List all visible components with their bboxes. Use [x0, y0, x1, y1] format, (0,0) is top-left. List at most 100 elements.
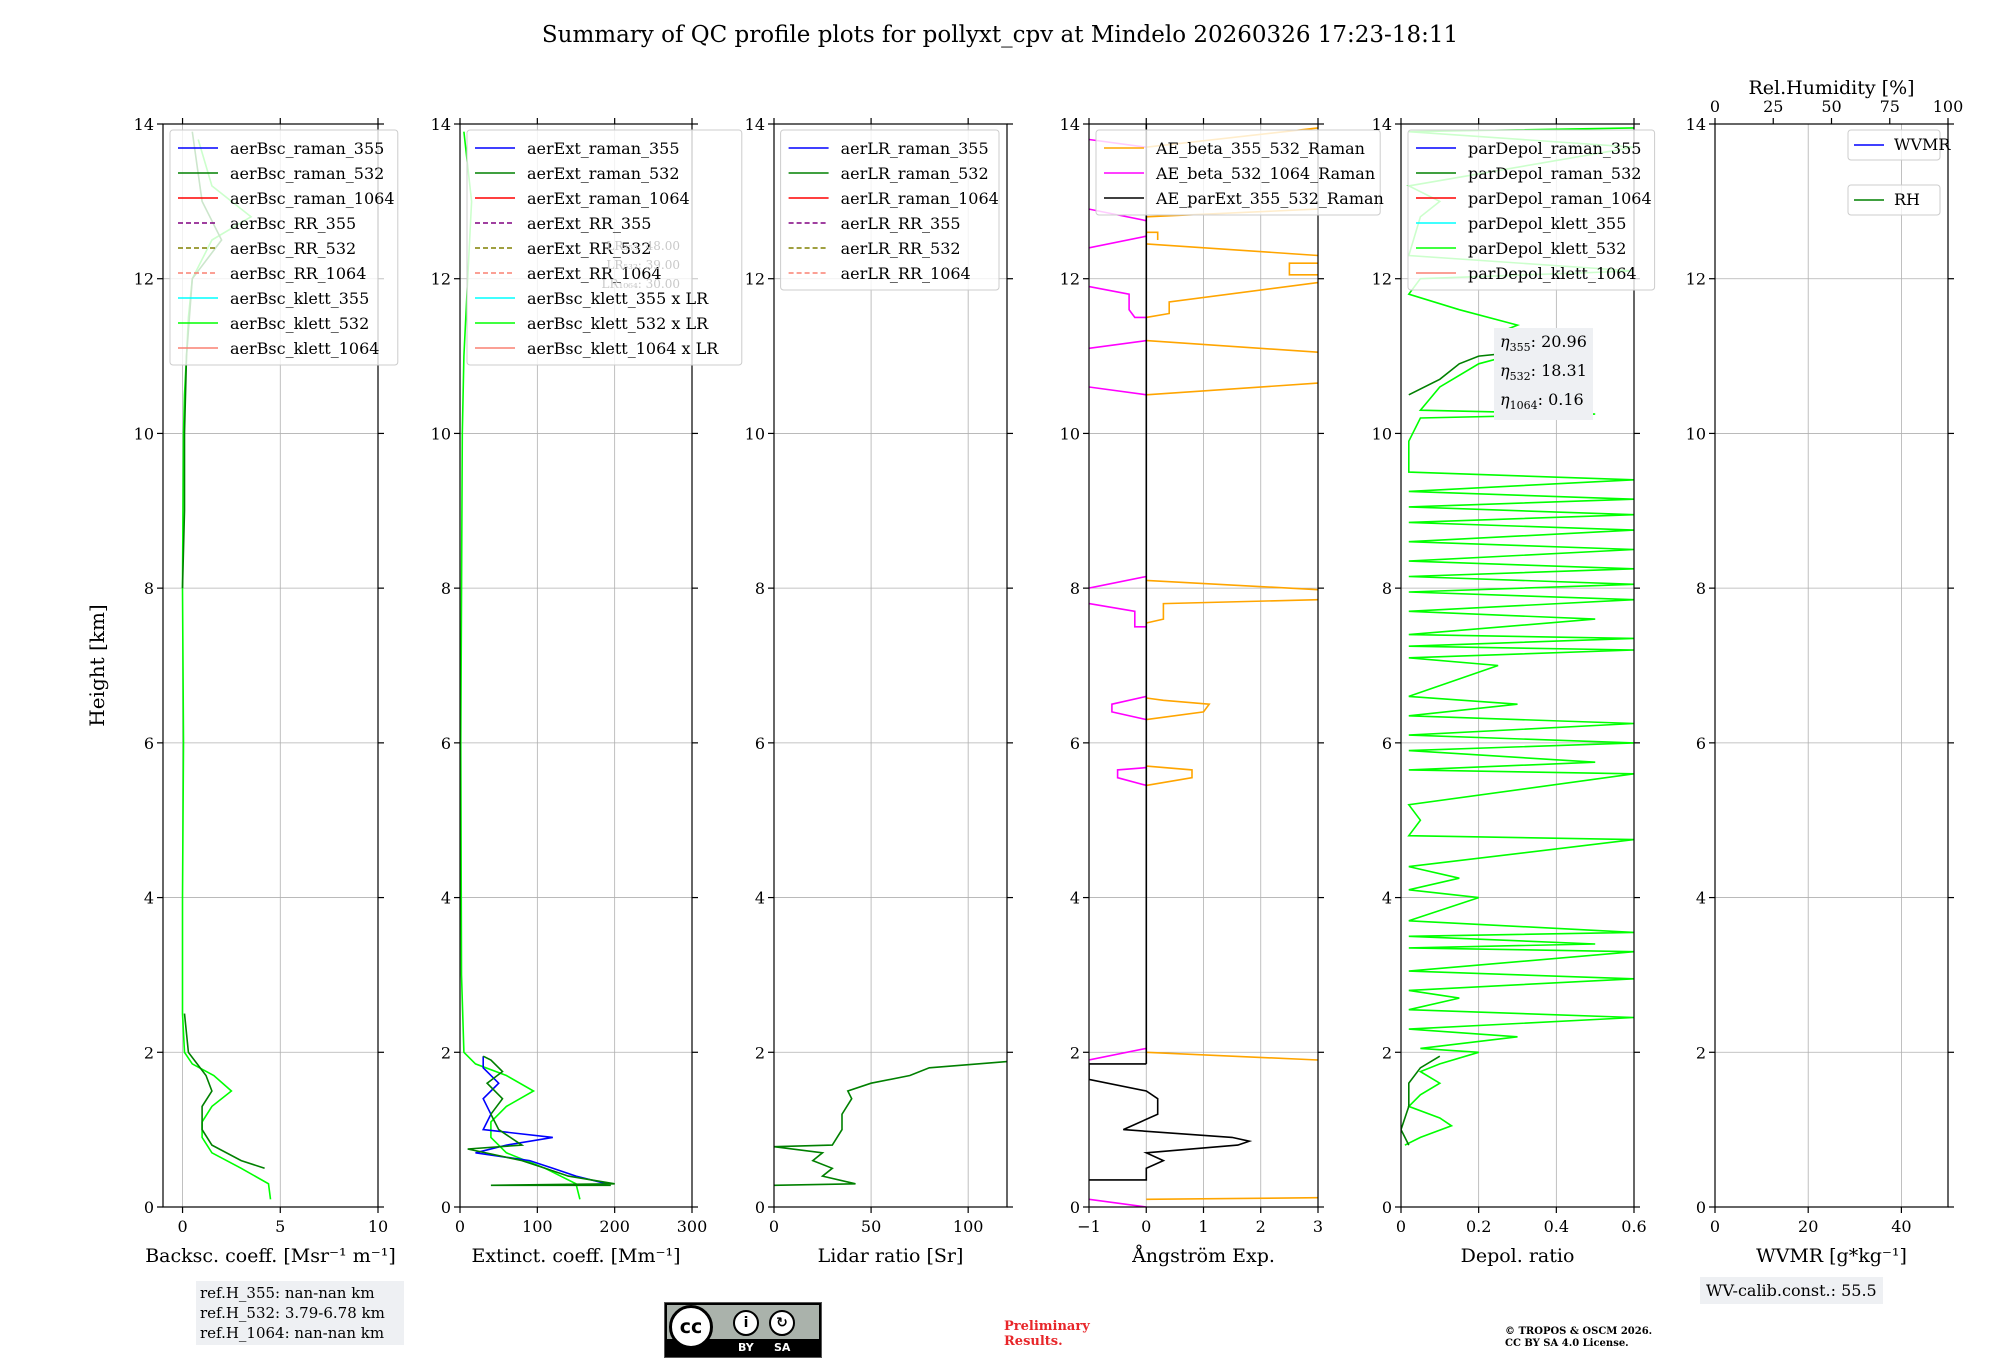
lidar-ratio-note: LR₅₃₂: 39.00: [606, 258, 680, 272]
y-tick-label: 14: [1686, 115, 1706, 134]
x-tick-label: 40: [1891, 1217, 1911, 1236]
top-axis-label: Rel.Humidity [%]: [1748, 77, 1914, 99]
y-tick-label: 10: [134, 424, 154, 443]
legend-label: parDepol_klett_355: [1468, 214, 1626, 233]
legend-box: [1847, 129, 1941, 161]
legend-label: aerBsc_klett_532: [230, 314, 369, 333]
y-tick-label: 14: [745, 115, 765, 134]
y-tick-label: 4: [1696, 889, 1706, 908]
series-AE_beta_mag_e: [1111, 695, 1147, 721]
y-tick-label: 8: [441, 579, 451, 598]
x-tick-label: 300: [677, 1217, 708, 1236]
series-AE_beta_orange_h: [1146, 339, 1318, 353]
legend-box: [1847, 184, 1941, 216]
legend-label: AE_beta_355_532_Raman: [1155, 139, 1365, 158]
legend-label: parDepol_klett_1064: [1468, 264, 1637, 283]
x-axis-label: Ångström Exp.: [1131, 1245, 1275, 1267]
series-AE_beta_orange_f: [1146, 765, 1193, 787]
x-tick-label: 0: [1141, 1217, 1151, 1236]
series-aerExt_raman_355: [475, 1056, 608, 1185]
legend-label: aerLR_RR_355: [841, 214, 961, 233]
x-axis-label: Extinct. coeff. [Mm⁻¹]: [471, 1245, 680, 1267]
panel-lidar_ratio: 0 2 4 6 8 10 12 14 0 50 100 Lidar ratio [Sr] aerLR_r…: [745, 115, 1013, 1267]
legend-label: parDepol_klett_532: [1468, 239, 1626, 258]
y-tick-label: 12: [134, 270, 154, 289]
series-AE_beta_orange_i: [1146, 281, 1318, 319]
x-tick-label: 0: [177, 1217, 187, 1236]
series-AE_beta_orange_k: [1146, 231, 1159, 240]
series-AE_beta_orange_a: [1146, 1196, 1318, 1201]
series-AE_beta_orange_d: [1146, 579, 1318, 591]
legend-label: RH: [1894, 190, 1920, 209]
y-tick-label: 14: [431, 115, 451, 134]
reference-height-box: ref.H_355: nan-nan km ref.H_532: 3.79-6.…: [196, 1281, 404, 1345]
series-aerBsc_raman_532: [183, 1013, 265, 1170]
y-tick-label: 4: [1070, 889, 1080, 908]
y-tick-label: 4: [441, 889, 451, 908]
legend-label: aerBsc_RR_355: [230, 214, 356, 233]
series-AE_beta_mag_h: [1089, 339, 1147, 350]
panel-extinction: 0 2 4 6 8 10 12 14 0 100 200 300 Extinct. coeff. [Mm…: [431, 115, 743, 1267]
legend-box: [169, 129, 399, 366]
y-tick-label: 4: [755, 889, 765, 908]
x-tick-label: 0: [1396, 1217, 1406, 1236]
series-parDepol_klett_532: [1404, 127, 1634, 1146]
panel-backscatter: 0 2 4 6 8 10 12 14 0 5 10 Backsc. coeff. [Msr⁻¹ m⁻¹…: [134, 115, 399, 1267]
series-aerLR_raman_532: [774, 1060, 1007, 1187]
y-tick-label: 0: [1696, 1198, 1706, 1217]
wv-calibration-constant: WV-calib.const.: 55.5: [1700, 1277, 1883, 1304]
legend-label: aerBsc_RR_1064: [230, 264, 366, 283]
copyright-note: © TROPOS & OSCM 2026. CC BY SA 4.0 Licen…: [1505, 1326, 1653, 1349]
eta-box: η355: 20.96 η532: 18.31 η1064: 0.16: [1494, 328, 1593, 420]
y-tick-label: 14: [134, 115, 154, 134]
ref-height-532: ref.H_532: 3.79-6.78 km: [200, 1304, 385, 1322]
series-aerBsc_klett_532 x LR: [460, 131, 581, 1200]
y-tick-label: 0: [144, 1198, 154, 1217]
legend-label: aerBsc_klett_355: [230, 289, 369, 308]
legend-label: aerBsc_raman_532: [230, 164, 384, 183]
legend-label: aerBsc_klett_1064 x LR: [527, 339, 719, 358]
legend-box: [780, 129, 1000, 291]
y-axis-label: Height [km]: [85, 604, 109, 726]
eta-532: η532: 18.31: [1500, 361, 1587, 384]
x-tick-label: 5: [275, 1217, 285, 1236]
x-tick-label: 10: [368, 1217, 388, 1236]
x-tick-label: 1: [1198, 1217, 1208, 1236]
series-AE_beta_orange_e: [1146, 697, 1211, 721]
y-tick-label: 14: [1060, 115, 1080, 134]
y-tick-label: 8: [144, 579, 154, 598]
cc-by-sa-badge: cc i ↻ BY SA: [664, 1302, 822, 1358]
legend-label: aerExt_raman_355: [527, 139, 680, 158]
x-tick-label: 100: [522, 1217, 553, 1236]
y-tick-label: 10: [431, 424, 451, 443]
series-parDepol_raman_532_upper: [1408, 351, 1518, 396]
preliminary-note: Preliminary Results.: [1004, 1319, 1090, 1349]
legend-label: parDepol_raman_532: [1468, 164, 1641, 183]
y-tick-label: 12: [1372, 270, 1392, 289]
series-AE_beta_mag_j: [1089, 235, 1147, 249]
ref-height-1064: ref.H_1064: nan-nan km: [200, 1324, 385, 1342]
y-tick-label: 2: [441, 1043, 451, 1062]
series-AE_beta_orange_l: [1288, 262, 1318, 276]
legend-label: aerExt_RR_1064: [527, 264, 662, 283]
series-AE_beta_mag_a: [1089, 1198, 1147, 1207]
y-tick-label: 8: [1696, 579, 1706, 598]
y-tick-label: 12: [1686, 270, 1706, 289]
series-AE_beta_mag_c: [1089, 575, 1147, 589]
lidar-ratio-note: LR₁₀₆₄: 30.00: [602, 277, 680, 291]
y-tick-label: 10: [1372, 424, 1392, 443]
y-tick-label: 0: [441, 1198, 451, 1217]
series-AE_beta_mag_i: [1089, 285, 1147, 319]
axes-frame: [773, 123, 1008, 1208]
y-tick-label: 2: [755, 1043, 765, 1062]
series-AE_beta_mag_g: [1089, 386, 1147, 396]
legend-label: aerLR_RR_1064: [841, 264, 971, 283]
series-aerExt_raman_532: [467, 1055, 615, 1187]
x-tick-label: 0: [455, 1217, 465, 1236]
y-tick-label: 2: [1696, 1043, 1706, 1062]
x-tick-label: −1: [1077, 1217, 1101, 1236]
y-tick-label: 8: [1070, 579, 1080, 598]
y-tick-label: 10: [745, 424, 765, 443]
legend-label: aerBsc_klett_532 x LR: [527, 314, 709, 333]
